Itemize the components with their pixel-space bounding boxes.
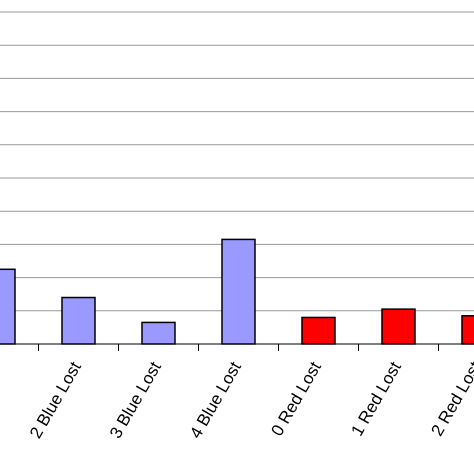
bar — [221, 238, 256, 345]
x-tick-label: 3 Blue Lost — [106, 358, 165, 441]
x-tick-label: 0 Red Lost — [267, 358, 325, 439]
x-tick-label: 4 Blue Lost — [186, 358, 245, 441]
bar — [141, 321, 176, 345]
bar — [461, 315, 474, 345]
bar — [301, 316, 336, 345]
x-tick-label: 1 Red Lost — [347, 358, 405, 439]
x-tick-label: 2 Blue Lost — [26, 358, 85, 441]
bar — [0, 268, 16, 345]
bar — [381, 308, 416, 345]
bar — [61, 296, 96, 345]
x-tick-label: 2 Red Lost — [427, 358, 474, 439]
